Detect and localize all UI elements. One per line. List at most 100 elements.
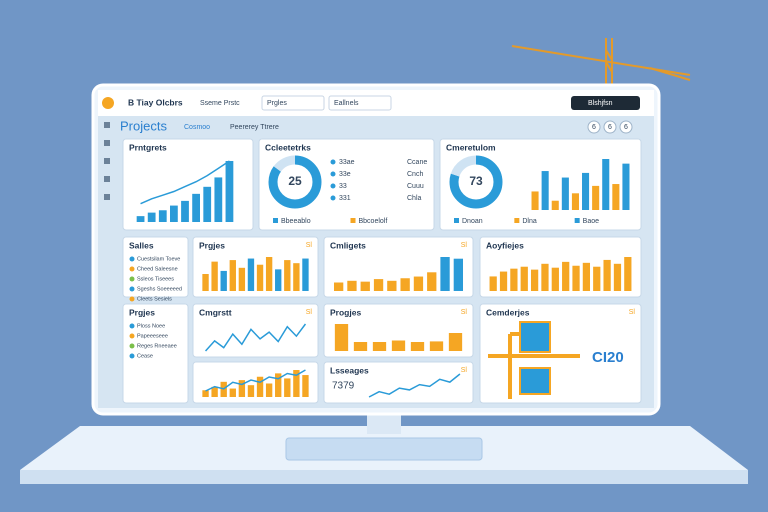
legend-label: Bbcoelolf — [359, 218, 388, 225]
panel-title: Cmeretulom — [446, 142, 496, 152]
panel — [323, 361, 474, 404]
list-dot — [129, 353, 135, 359]
list-item[interactable]: Ploss Noee — [137, 323, 165, 329]
list-item[interactable]: Cleets Sesiels — [137, 296, 172, 302]
bar — [572, 265, 580, 291]
page-title: Projects — [120, 118, 167, 133]
bar — [387, 280, 397, 291]
dropdown-label[interactable]: Prgles — [267, 100, 287, 107]
list-dot — [129, 286, 135, 292]
panel-title: Cmgrstt — [199, 307, 232, 317]
panel-title: Prgjes — [129, 307, 155, 317]
big-number: 7379 — [332, 381, 355, 392]
bar — [214, 177, 223, 222]
bar — [238, 267, 246, 291]
list-dot — [129, 296, 135, 302]
bar — [489, 276, 497, 291]
bar — [571, 193, 579, 210]
bar — [429, 341, 444, 351]
bar — [284, 378, 291, 397]
bar — [202, 390, 209, 397]
row-label: 33e — [339, 171, 351, 178]
donut-center: 25 — [288, 174, 302, 188]
list-item[interactable]: Cease — [137, 353, 153, 359]
line — [205, 369, 306, 392]
bar — [211, 261, 218, 291]
bar — [202, 274, 209, 291]
row-dot — [330, 183, 336, 189]
panel-badge: Sl — [461, 242, 468, 249]
icon-button[interactable] — [619, 120, 633, 134]
panel-title: Cmligets — [330, 240, 366, 250]
diagram-label: CI20 — [592, 349, 624, 366]
keyboard — [285, 437, 483, 461]
legend-label: Dnoan — [462, 218, 483, 225]
crane — [511, 38, 691, 86]
panel-badge: Sl — [306, 242, 313, 249]
bar — [275, 269, 282, 291]
panel-title: Ccleetetrks — [265, 142, 311, 152]
bar — [284, 260, 291, 291]
bar — [562, 261, 570, 291]
bar — [603, 259, 611, 291]
dropdown[interactable] — [328, 95, 392, 111]
legend-swatch — [574, 218, 580, 223]
row-dot — [330, 171, 336, 177]
bar — [170, 205, 178, 222]
bar — [448, 333, 463, 351]
list-item[interactable]: Ssleos Tiseees — [137, 276, 174, 282]
diagram-node — [519, 367, 551, 395]
bar — [136, 216, 145, 222]
icon-label[interactable]: 6 — [624, 124, 628, 131]
donut-segment — [449, 155, 503, 209]
icon-button[interactable] — [603, 120, 617, 134]
bar — [203, 186, 212, 222]
dropdown[interactable] — [261, 95, 325, 111]
dropdown-label[interactable]: Eallnels — [334, 100, 359, 107]
donut-segment — [268, 155, 322, 209]
toolbar-link[interactable]: Peererey Ttrere — [230, 124, 279, 131]
bar — [372, 342, 387, 351]
bar — [613, 263, 622, 291]
panel-badge: Sl — [461, 309, 468, 316]
bar — [360, 281, 370, 291]
panel-title: Salles — [129, 240, 154, 250]
bar — [265, 383, 273, 397]
bar — [225, 161, 234, 222]
list-item[interactable]: Cuestsilam Toeve — [137, 256, 180, 262]
panel — [479, 236, 642, 298]
list-item[interactable]: Sgeshs Soeeeeed — [137, 286, 182, 292]
bar — [256, 264, 264, 291]
bar — [413, 276, 424, 291]
diagram-node — [519, 321, 551, 353]
bar — [612, 184, 620, 210]
bar — [211, 386, 218, 397]
bar — [238, 380, 246, 397]
header-button-label[interactable]: Blshjfsn — [588, 100, 613, 107]
bar — [229, 388, 236, 397]
header-button[interactable] — [571, 96, 640, 110]
panel-title: Cemderjes — [486, 307, 530, 317]
list-item[interactable]: Cheed Saleesne — [137, 266, 178, 272]
legend-swatch — [350, 218, 356, 223]
legend-label: Bbeeablo — [281, 218, 311, 225]
bar — [293, 263, 300, 291]
icon-label[interactable]: 6 — [592, 124, 596, 131]
row-dot — [330, 159, 336, 165]
panel-title: Aoyfiejes — [486, 240, 524, 250]
list-item[interactable]: Papeeeseee — [137, 333, 168, 339]
list-item[interactable]: Reges Rneeaee — [137, 343, 177, 349]
toolbar-link[interactable]: Cosmoo — [184, 124, 210, 131]
row-label: 33 — [339, 183, 347, 190]
tab[interactable]: Sseme Prstc — [200, 100, 240, 107]
panel — [122, 236, 189, 298]
icon-label[interactable]: 6 — [608, 124, 612, 131]
panel-title: Lsseages — [330, 365, 369, 375]
row-label: Cuuu — [407, 183, 424, 190]
bar — [158, 210, 167, 222]
icon-button[interactable] — [587, 120, 601, 134]
bar — [247, 385, 255, 397]
legend-label: Dlna — [522, 218, 537, 225]
bar — [181, 200, 189, 222]
